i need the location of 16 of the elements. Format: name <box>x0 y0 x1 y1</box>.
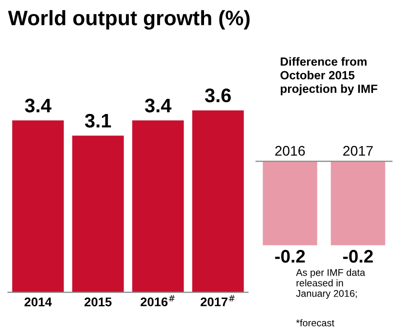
chart-title: World output growth (%) <box>8 10 250 30</box>
text: *forecast <box>296 319 334 326</box>
data-label: -0.2 <box>343 250 373 263</box>
x-tick-label: 2015 <box>84 298 112 306</box>
data-label: 3.6 <box>204 88 231 102</box>
data-label: 3.1 <box>84 114 111 128</box>
x-tick-label: 2016 <box>275 146 305 156</box>
x-tick-label: 2017 <box>343 146 373 156</box>
data-label: 3.4 <box>144 98 172 112</box>
text: As per IMF data released in January 2016; <box>296 268 366 299</box>
data-label: 3.4 <box>24 98 52 112</box>
x-tick-label: 2017$^{#}$ <box>200 295 235 306</box>
x-tick-label: 2016$^{#}$ <box>140 295 175 306</box>
data-label: -0.2 <box>275 250 305 263</box>
x-tick-label: 2014 <box>24 298 52 306</box>
chart-title: Difference from October 2015 projection by IMF <box>280 57 378 96</box>
